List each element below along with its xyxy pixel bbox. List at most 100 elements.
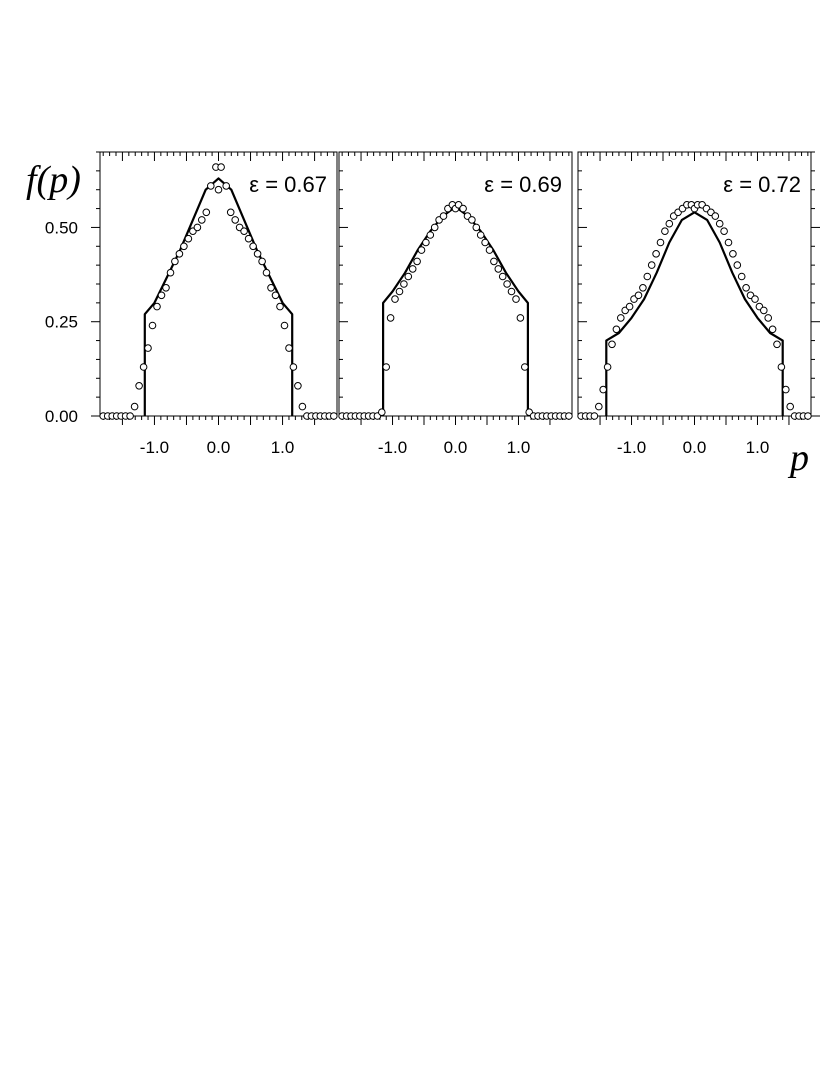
panel-title: ε = 0.72	[723, 172, 801, 197]
data-point	[764, 314, 773, 322]
data-point	[625, 302, 634, 311]
data-point	[294, 382, 302, 390]
chart-panel-1: 0.00 0.25 0.50 -1.0 0.0 1.0 ε = 0.67	[45, 151, 338, 457]
data-point	[207, 182, 215, 190]
data-point	[289, 363, 298, 371]
data-point	[459, 204, 467, 213]
x-axis-title: p	[787, 437, 809, 479]
data-point	[768, 325, 777, 334]
data-point	[634, 291, 643, 300]
data-point	[485, 246, 494, 254]
data-point	[258, 257, 266, 266]
data-point	[782, 385, 790, 394]
data-point	[262, 268, 271, 277]
data-point	[391, 295, 399, 303]
data-point	[153, 302, 161, 311]
data-point	[162, 284, 170, 292]
data-point	[226, 208, 235, 217]
data-point	[599, 385, 608, 394]
data-point	[157, 291, 166, 300]
x-tick-label: -1.0	[617, 438, 646, 457]
data-point	[404, 272, 413, 281]
y-tick-label: 0.00	[45, 407, 78, 426]
data-point	[217, 163, 225, 171]
data-point	[476, 231, 485, 239]
data-point	[439, 212, 448, 220]
data-point	[608, 340, 616, 349]
data-point	[639, 284, 647, 292]
data-point	[184, 234, 193, 243]
data-point	[737, 272, 746, 281]
data-point	[507, 287, 516, 296]
data-point	[276, 302, 284, 311]
chart-panel-2: -1.0 0.0 1.0 ε = 0.69	[338, 151, 573, 457]
data-point	[468, 216, 476, 224]
data-point	[395, 287, 404, 296]
theory-curve	[382, 205, 529, 416]
theory-curve	[143, 177, 294, 416]
data-point	[643, 272, 652, 281]
data-point	[720, 227, 728, 235]
data-point	[135, 382, 143, 390]
data-point	[804, 412, 812, 420]
data-point	[760, 306, 768, 315]
data-point	[126, 412, 134, 420]
data-point	[565, 412, 573, 420]
data-point	[222, 182, 230, 190]
data-point	[271, 291, 280, 300]
data-point	[249, 242, 257, 251]
x-tick-label: 1.0	[746, 438, 770, 457]
data-point	[751, 295, 759, 303]
panel-title: ε = 0.67	[249, 172, 327, 197]
data-point	[521, 363, 529, 371]
data-point	[656, 238, 665, 247]
data-point	[139, 363, 148, 371]
data-point	[617, 314, 625, 322]
data-point	[408, 265, 417, 273]
data-point	[665, 219, 674, 228]
data-point	[733, 261, 742, 269]
data-point	[512, 295, 520, 303]
x-tick-label: 1.0	[507, 438, 531, 457]
data-point	[240, 227, 248, 235]
data-point	[590, 412, 599, 420]
data-point	[166, 268, 175, 277]
data-point	[285, 344, 293, 352]
x-tick-label: -1.0	[378, 438, 407, 457]
y-tick-label: 0.50	[45, 218, 78, 237]
data-point	[647, 261, 656, 269]
data-point	[214, 185, 223, 194]
data-point	[472, 223, 481, 232]
data-point	[490, 257, 498, 266]
data-point	[661, 227, 669, 235]
data-point	[711, 212, 720, 220]
data-point	[400, 280, 408, 288]
y-axis-title: f(p)	[26, 159, 81, 201]
data-point	[298, 402, 307, 411]
data-point	[130, 402, 139, 411]
x-tick-label: 1.0	[271, 438, 295, 457]
data-point	[612, 325, 621, 334]
data-point	[715, 219, 724, 228]
data-point	[267, 284, 275, 292]
data-point	[422, 238, 430, 247]
data-point	[244, 234, 253, 243]
data-point	[742, 284, 750, 292]
x-tick-label: 0.0	[444, 438, 468, 457]
data-point	[413, 257, 421, 266]
data-point	[171, 257, 179, 266]
data-point	[430, 223, 439, 232]
data-point	[417, 246, 426, 254]
data-point	[603, 363, 612, 371]
x-tick-label: 0.0	[207, 438, 231, 457]
y-tick-label: 0.25	[45, 313, 78, 332]
data-point	[193, 223, 202, 232]
data-point	[786, 402, 795, 411]
data-point	[330, 412, 338, 420]
data-point	[426, 231, 435, 239]
data-point	[481, 238, 489, 247]
x-tick-label: -1.0	[140, 438, 169, 457]
data-point	[773, 340, 781, 349]
data-point	[180, 242, 188, 251]
data-point	[503, 280, 511, 288]
